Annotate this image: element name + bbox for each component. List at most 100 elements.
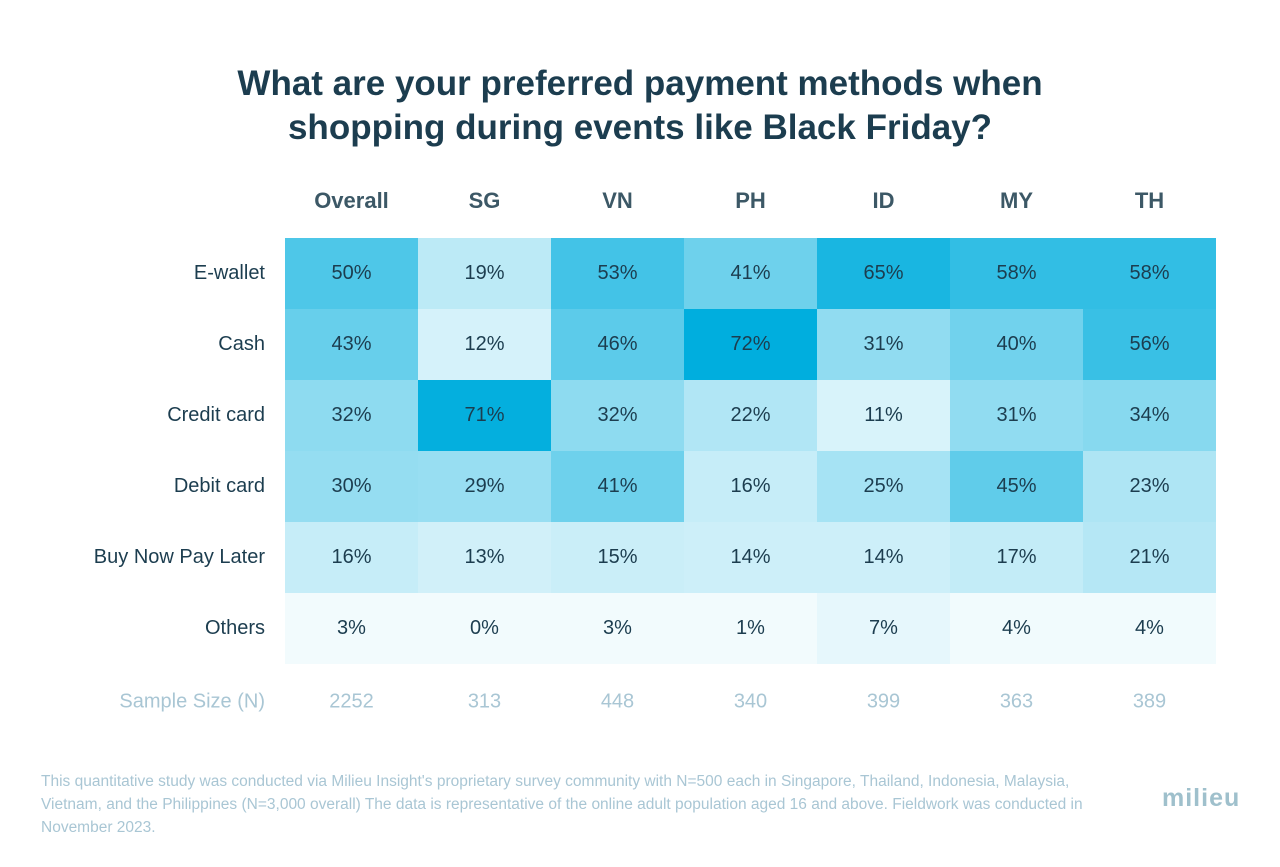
row-label-credit-card: Credit card — [167, 404, 265, 426]
cell-value-label: 32% — [331, 404, 371, 426]
heatmap-cell — [950, 593, 1083, 664]
heatmap-cell — [817, 451, 950, 522]
heatmap-cell — [817, 238, 950, 309]
chart-title-line-1: What are your preferred payment methods … — [237, 64, 1043, 103]
row-label-cash: Cash — [218, 333, 265, 355]
heatmap-cell — [551, 238, 684, 309]
heatmap-cell — [950, 238, 1083, 309]
heatmap-cell — [1083, 380, 1216, 451]
cell-value-label: 11% — [864, 404, 903, 426]
heatmap-cell — [285, 238, 418, 309]
cell-value-label: 7% — [869, 617, 898, 639]
heatmap-cell — [285, 309, 418, 380]
cell-value-label: 41% — [730, 262, 770, 284]
cell-value-label: 41% — [597, 475, 637, 497]
cell-value-label: 45% — [996, 475, 1036, 497]
heatmap-cell — [418, 238, 551, 309]
heatmap-cell — [285, 451, 418, 522]
heatmap-cell — [950, 451, 1083, 522]
heatmap-cell — [551, 451, 684, 522]
row-label-debit-card: Debit card — [174, 475, 265, 497]
cell-value-label: 15% — [597, 546, 637, 568]
cell-value-label: 50% — [331, 262, 371, 284]
cell-value-label: 58% — [996, 262, 1036, 284]
sample-size-value: 2252 — [329, 690, 374, 712]
methodology-footnote: This quantitative study was conducted vi… — [41, 773, 1083, 836]
cell-value-label: 65% — [863, 262, 903, 284]
cell-value-label: 13% — [464, 546, 504, 568]
heatmap-cell — [1083, 522, 1216, 593]
cell-value-label: 58% — [1129, 262, 1169, 284]
heatmap-cell — [684, 451, 817, 522]
heatmap-cell — [1083, 238, 1216, 309]
heatmap-cell — [817, 593, 950, 664]
heatmap-cell — [285, 522, 418, 593]
sample-size-value: 340 — [734, 690, 767, 712]
heatmap-cell — [418, 522, 551, 593]
heatmap-cell — [684, 380, 817, 451]
heatmap-cell — [684, 238, 817, 309]
column-header-ph: PH — [735, 188, 766, 213]
heatmap-cell — [285, 380, 418, 451]
sample-size-value: 389 — [1133, 690, 1166, 712]
cell-value-label: 30% — [331, 475, 371, 497]
cell-value-label: 0% — [470, 617, 499, 639]
cell-value-label: 4% — [1135, 617, 1164, 639]
cell-value-label: 16% — [730, 475, 770, 497]
heatmap-cell — [950, 380, 1083, 451]
column-header-my: MY — [1000, 188, 1033, 213]
cell-value-label: 34% — [1129, 404, 1169, 426]
cell-value-label: 25% — [863, 475, 903, 497]
heatmap-cell — [551, 522, 684, 593]
cell-value-label: 31% — [996, 404, 1036, 426]
heatmap-cell — [418, 309, 551, 380]
cell-value-label: 21% — [1129, 546, 1169, 568]
cell-value-label: 23% — [1129, 475, 1169, 497]
heatmap-cell — [285, 593, 418, 664]
heatmap-cell — [684, 522, 817, 593]
chart-title-line-2: shopping during events like Black Friday… — [287, 108, 993, 147]
column-header-overall: Overall — [314, 188, 389, 213]
cell-value-label: 31% — [863, 333, 903, 355]
cell-value-label: 1% — [736, 617, 765, 639]
heatmap-cell — [817, 380, 950, 451]
cell-value-label: 14% — [863, 546, 903, 568]
cell-value-label: 29% — [464, 475, 504, 497]
row-label-buy-now-pay-later: Buy Now Pay Later — [94, 546, 266, 568]
cell-value-label: 46% — [597, 333, 637, 355]
heatmap-cell — [551, 380, 684, 451]
sample-size-value: 313 — [468, 690, 501, 712]
row-label-e-wallet: E-wallet — [194, 262, 266, 284]
cell-value-label: 4% — [1002, 617, 1031, 639]
cell-value-label: 32% — [597, 404, 637, 426]
heatmap-cell — [950, 522, 1083, 593]
cell-value-label: 17% — [996, 546, 1036, 568]
cell-value-label: 71% — [464, 404, 504, 426]
column-header-id: ID — [873, 188, 895, 213]
cell-value-label: 56% — [1129, 333, 1169, 355]
heatmap-cell — [817, 522, 950, 593]
heatmap-cell — [1083, 309, 1216, 380]
heatmap-cell — [551, 593, 684, 664]
column-header-th: TH — [1135, 188, 1164, 213]
heatmap-cell — [418, 593, 551, 664]
cell-value-label: 43% — [331, 333, 371, 355]
heatmap-chart: Overall SG VN PH ID MY TH E-wallet 50% 19% 53% 41% 6… — [94, 188, 1216, 712]
sample-size-value: 399 — [867, 690, 900, 712]
cell-value-label: 14% — [730, 546, 770, 568]
cell-value-label: 22% — [730, 404, 770, 426]
heatmap-cell — [684, 309, 817, 380]
sample-size-value: 448 — [601, 690, 634, 712]
column-header-sg: SG — [469, 188, 501, 213]
heatmap-cell — [1083, 451, 1216, 522]
cell-value-label: 53% — [597, 262, 637, 284]
heatmap-cell — [418, 380, 551, 451]
cell-value-label: 19% — [464, 262, 504, 284]
cell-value-label: 40% — [996, 333, 1036, 355]
heatmap-cell — [418, 451, 551, 522]
cell-value-label: 12% — [464, 333, 504, 355]
heatmap-cell — [684, 593, 817, 664]
heatmap-cell — [551, 309, 684, 380]
heatmap-cell — [1083, 593, 1216, 664]
sample-size-label: Sample Size (N) — [119, 690, 265, 712]
